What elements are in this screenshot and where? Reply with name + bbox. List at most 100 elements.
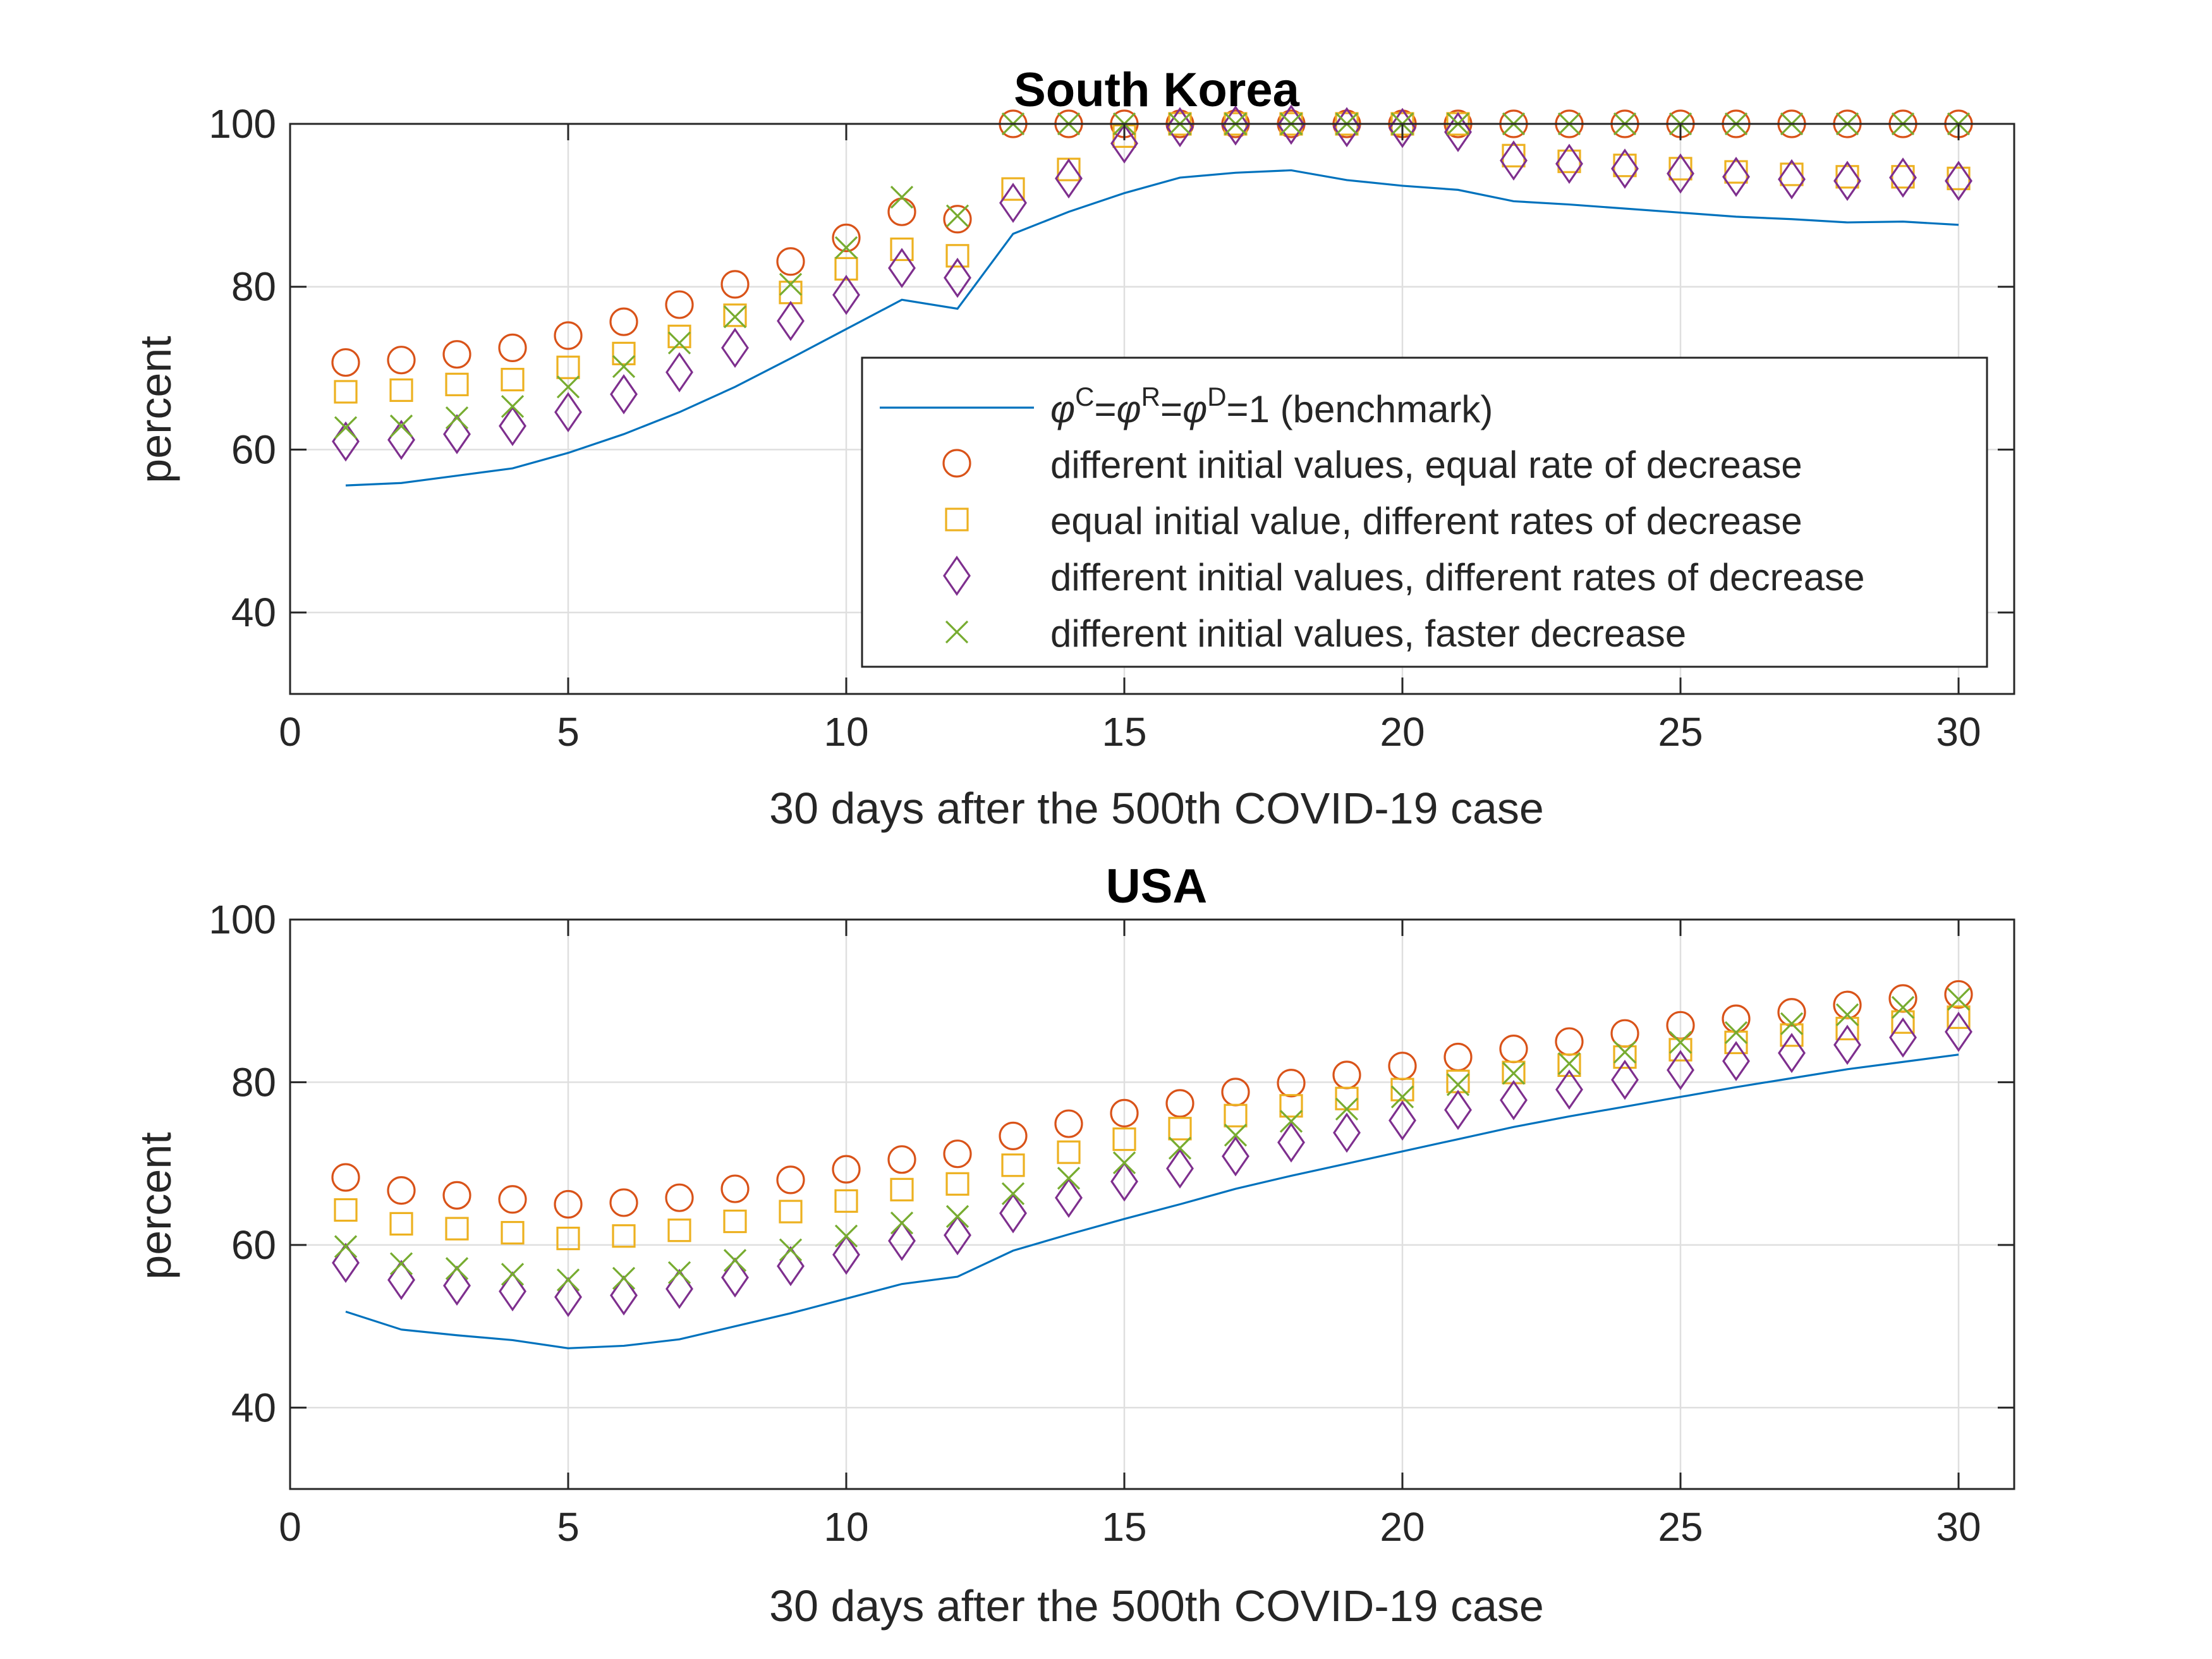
- data-point-circle-shape: [776, 1165, 805, 1194]
- axes-frame: [289, 123, 2015, 695]
- data-point-cross-stroke-b: [612, 1267, 636, 1290]
- data-point-square-shape: [890, 1177, 914, 1201]
- chart-title: South Korea: [1014, 63, 1300, 117]
- data-point-diamond: [1055, 1177, 1083, 1218]
- data-point-diamond: [1555, 143, 1583, 184]
- x-tick-label: 25: [1658, 709, 1703, 755]
- data-point-diamond-shape: [1055, 158, 1083, 199]
- data-point-circle: [665, 290, 694, 319]
- x-tick-label: 20: [1380, 709, 1425, 755]
- data-point-circle: [331, 348, 360, 377]
- data-point-cross: [1279, 1110, 1303, 1133]
- data-point-cross-stroke-b: [1279, 1110, 1303, 1133]
- data-point-square-shape: [945, 244, 969, 268]
- data-point-square-shape: [612, 341, 636, 365]
- y-tick-label: 60: [231, 427, 276, 472]
- data-point-square-shape: [1112, 1127, 1136, 1152]
- data-point-cross-stroke-b: [1668, 1031, 1692, 1054]
- data-point-diamond: [1166, 107, 1194, 147]
- data-point-square: [1557, 1053, 1581, 1077]
- data-point-cross-stroke-b: [334, 1235, 358, 1258]
- data-point-cross: [945, 1205, 969, 1228]
- data-point-diamond-shape: [1277, 1122, 1305, 1163]
- y-tick-label: 100: [209, 101, 276, 147]
- legend-box: [861, 356, 1988, 668]
- data-point-diamond: [1722, 1041, 1750, 1081]
- data-point-circle-shape: [832, 223, 861, 252]
- x-tick-label: 10: [823, 709, 868, 755]
- data-point-diamond-shape: [1333, 1112, 1361, 1153]
- data-point-cross-stroke-b: [945, 204, 969, 228]
- data-point-cross: [334, 416, 358, 439]
- data-point-diamond: [1945, 1011, 1972, 1052]
- data-point-square: [1668, 157, 1692, 181]
- data-point-diamond: [1444, 1090, 1472, 1131]
- data-point-circle-shape: [331, 1163, 360, 1192]
- data-point-cross: [1947, 988, 1971, 1011]
- x-tick-label: 15: [1102, 1504, 1146, 1550]
- data-point-square: [501, 1220, 525, 1245]
- data-point-cross: [834, 236, 858, 259]
- data-point-square: [723, 303, 747, 327]
- data-point-cross: [1446, 1073, 1470, 1097]
- data-point-cross-stroke-b: [723, 1249, 747, 1272]
- data-point-square-shape: [1668, 1038, 1692, 1062]
- data-point-cross-stroke-b: [334, 416, 358, 439]
- data-point-circle-shape: [1165, 1089, 1194, 1118]
- data-point-diamond: [665, 1268, 693, 1310]
- data-point-cross-stroke-b: [1390, 1085, 1414, 1109]
- data-point-cross: [1168, 1136, 1192, 1160]
- data-point-square: [890, 1177, 914, 1201]
- data-point-cross-stroke-b: [1891, 995, 1915, 1019]
- legend-symbol-circle-shape: [942, 449, 971, 478]
- data-point-cross-stroke-b: [1947, 988, 1971, 1011]
- data-point-diamond-shape: [1166, 1148, 1194, 1189]
- data-point-square-shape: [501, 368, 525, 392]
- data-point-square: [890, 237, 914, 262]
- data-point-diamond-shape: [1555, 143, 1583, 184]
- data-point-cross: [1390, 1085, 1414, 1109]
- legend-symbol-diamond: [943, 556, 971, 596]
- data-point-cross: [945, 204, 969, 228]
- data-point-diamond: [777, 1246, 805, 1287]
- data-point-diamond-shape: [1222, 105, 1249, 146]
- data-point-square-shape: [667, 324, 691, 348]
- data-point-cross: [334, 1235, 358, 1258]
- data-point-diamond: [1166, 1148, 1194, 1189]
- data-point-cross: [1835, 1003, 1859, 1026]
- plot-area: [331, 980, 1973, 1349]
- data-point-cross-stroke-b: [723, 305, 747, 329]
- data-point-diamond: [1333, 1112, 1361, 1153]
- data-point-diamond: [1889, 157, 1917, 198]
- data-point-diamond-shape: [888, 248, 916, 288]
- data-point-cross-stroke-b: [890, 1211, 914, 1235]
- data-point-square-shape: [1891, 1010, 1915, 1034]
- data-point-diamond: [1222, 1136, 1249, 1177]
- data-point-cross: [1557, 1052, 1581, 1075]
- data-point-diamond-shape: [1333, 107, 1361, 147]
- legend-symbols: [880, 406, 1034, 644]
- data-point-diamond-shape: [1110, 1161, 1138, 1202]
- data-point-diamond: [721, 1257, 749, 1298]
- y-tick-label: 60: [231, 1222, 276, 1268]
- data-point-square: [667, 1218, 691, 1243]
- data-point-circle: [720, 1174, 750, 1203]
- data-point-circle: [943, 205, 972, 234]
- data-point-diamond: [1778, 159, 1806, 200]
- legend-symbol-cross-stroke-b: [945, 620, 969, 644]
- data-point-diamond: [1277, 1122, 1305, 1163]
- data-point-diamond-shape: [1889, 1017, 1917, 1058]
- data-point-circle: [887, 1145, 916, 1174]
- data-point-diamond: [832, 274, 860, 315]
- data-point-circle: [1110, 1098, 1139, 1127]
- data-point-cross-stroke-b: [1613, 1040, 1637, 1064]
- data-point-cross: [1613, 1040, 1637, 1064]
- data-point-cross-stroke-b: [1335, 1097, 1359, 1121]
- data-point-square-shape: [1835, 1016, 1859, 1041]
- data-point-diamond-shape: [832, 1234, 860, 1275]
- data-point-circle: [665, 1183, 694, 1212]
- data-point-square: [667, 324, 691, 348]
- data-point-cross: [723, 305, 747, 329]
- y-tick-label: 100: [209, 897, 276, 942]
- data-point-circle: [498, 1185, 527, 1214]
